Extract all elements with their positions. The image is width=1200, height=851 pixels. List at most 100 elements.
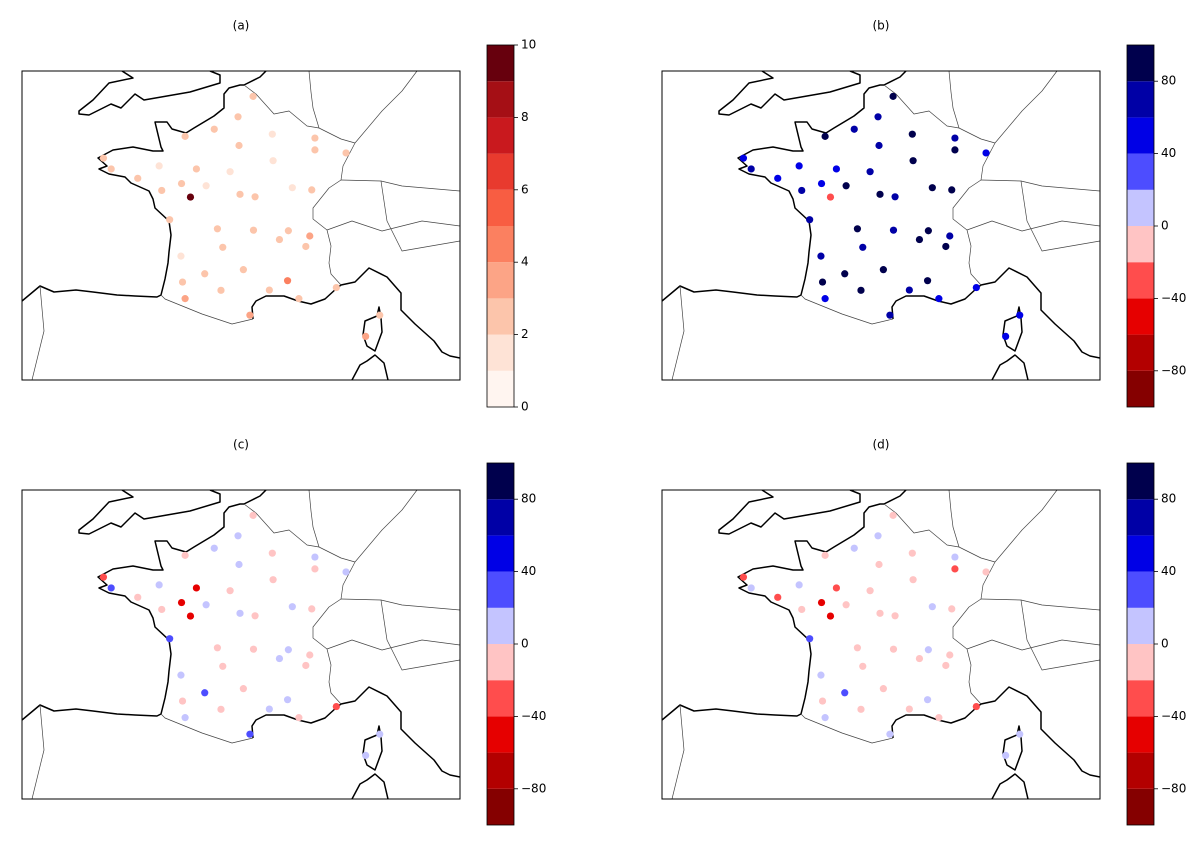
colorbar-bin	[1127, 716, 1154, 753]
station-dot	[249, 511, 257, 519]
colorbar-tick-label: −40	[1161, 709, 1186, 723]
station-dot	[210, 544, 218, 552]
station-dot	[818, 278, 827, 286]
colorbar-tick-label: 0	[521, 637, 529, 651]
station-dot	[886, 311, 894, 319]
colorbar-bin	[1127, 370, 1154, 407]
station-dot	[107, 165, 115, 173]
station-dot	[905, 286, 913, 294]
colorbar-bin	[1127, 607, 1154, 644]
station-dot	[923, 696, 932, 704]
station-dot	[798, 186, 806, 195]
station-dot	[186, 612, 195, 620]
station-dot	[311, 146, 319, 154]
colorbar-bin	[487, 644, 514, 681]
colorbar-bin	[487, 680, 514, 717]
map-frame	[661, 489, 1101, 800]
station-dot	[308, 186, 316, 194]
station-dot	[342, 568, 350, 576]
station-dot	[859, 243, 867, 251]
station-dot	[158, 186, 166, 195]
colorbar-bin	[1127, 535, 1154, 572]
station-dot	[269, 157, 277, 165]
map-frame	[661, 70, 1101, 381]
station-dot	[923, 277, 932, 285]
station-dot	[842, 601, 850, 609]
station-dot	[265, 286, 273, 294]
station-dot	[99, 154, 108, 162]
colorbar-bin	[487, 788, 514, 825]
colorbar-bin	[1127, 117, 1154, 154]
station-dot	[251, 193, 259, 201]
station-dot	[181, 551, 189, 559]
station-dot	[213, 644, 222, 652]
colorbar-tick-label: 8	[521, 110, 529, 124]
station-dot	[850, 125, 858, 133]
station-dot	[268, 130, 276, 138]
station-dot	[875, 560, 883, 569]
colorbar-tick-label: 0	[1161, 637, 1169, 651]
colorbar-bin	[1127, 226, 1154, 263]
station-dot	[332, 702, 340, 711]
colorbar-tick-label: 80	[1161, 492, 1176, 506]
station-dot	[942, 661, 950, 670]
station-dot	[821, 714, 829, 722]
colorbar-bin	[487, 370, 514, 407]
station-dot	[239, 266, 247, 274]
station-dot	[155, 162, 163, 170]
station-dot	[178, 278, 187, 286]
panel-title: (b)	[873, 19, 890, 33]
station-dot	[234, 113, 242, 121]
station-dot	[946, 651, 954, 659]
station-dot	[948, 186, 956, 194]
station-dot	[283, 696, 292, 704]
station-dot	[306, 651, 314, 659]
station-dot	[288, 184, 296, 192]
station-dot	[951, 146, 959, 154]
station-dot	[889, 511, 897, 519]
station-dot	[283, 277, 292, 285]
colorbar-tick-label: −80	[521, 781, 546, 795]
station-dot	[1016, 730, 1024, 738]
station-dot	[107, 584, 115, 592]
station-dot	[226, 168, 234, 176]
station-dot	[201, 270, 209, 278]
colorbar-bin	[1127, 680, 1154, 717]
colorbar-bin	[1127, 752, 1154, 789]
station-dot	[850, 544, 858, 552]
station-dot	[235, 141, 243, 150]
station-dot	[158, 605, 166, 614]
station-dot	[251, 612, 259, 620]
station-dot	[376, 311, 384, 319]
station-dot	[747, 584, 755, 592]
station-dot	[806, 635, 814, 643]
station-dot	[915, 654, 924, 663]
station-dot	[1016, 311, 1024, 319]
station-dot	[178, 697, 187, 705]
station-dot	[288, 603, 296, 611]
colorbar-tick-label: 80	[521, 492, 536, 506]
station-dot	[806, 216, 814, 224]
station-dot	[249, 226, 258, 234]
station-dot	[166, 635, 174, 643]
colorbar-tick-label: 10	[521, 38, 536, 52]
colorbar-bin	[487, 535, 514, 572]
station-dot	[942, 242, 950, 251]
panel: (b) −80 −40 0 40 80	[662, 19, 1186, 408]
station-dot	[295, 295, 303, 303]
station-dot	[249, 92, 257, 100]
station-dot	[342, 149, 350, 157]
station-dot	[857, 705, 865, 713]
colorbar-bin	[487, 716, 514, 753]
panel-title: (c)	[233, 438, 249, 452]
colorbar-tick-label: −40	[521, 709, 546, 723]
station-dot	[891, 193, 899, 201]
station-dot	[181, 132, 189, 140]
station-dot	[376, 730, 384, 738]
station-dot	[826, 193, 835, 201]
station-dot	[935, 295, 943, 303]
colorbar-bin	[487, 262, 514, 299]
colorbar-tick-label: 80	[1161, 74, 1176, 88]
station-dot	[874, 113, 882, 121]
